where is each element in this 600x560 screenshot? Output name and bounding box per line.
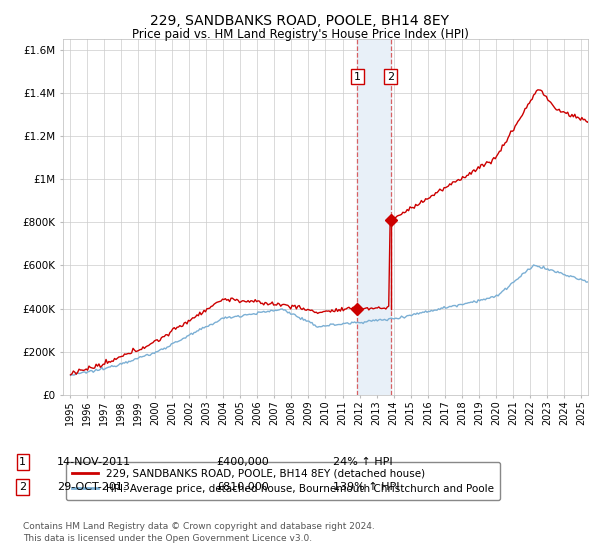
Text: £400,000: £400,000 [216, 457, 269, 467]
Text: 14-NOV-2011: 14-NOV-2011 [57, 457, 131, 467]
Text: 1: 1 [19, 457, 26, 467]
Text: 229, SANDBANKS ROAD, POOLE, BH14 8EY: 229, SANDBANKS ROAD, POOLE, BH14 8EY [151, 14, 449, 28]
Text: 2: 2 [387, 72, 394, 82]
Text: 24% ↑ HPI: 24% ↑ HPI [333, 457, 392, 467]
Legend: 229, SANDBANKS ROAD, POOLE, BH14 8EY (detached house), HPI: Average price, detac: 229, SANDBANKS ROAD, POOLE, BH14 8EY (de… [65, 462, 500, 500]
Text: 1: 1 [354, 72, 361, 82]
Text: Price paid vs. HM Land Registry's House Price Index (HPI): Price paid vs. HM Land Registry's House … [131, 28, 469, 41]
Text: 29-OCT-2013: 29-OCT-2013 [57, 482, 130, 492]
Bar [358, 39, 391, 395]
Text: 139% ↑ HPI: 139% ↑ HPI [333, 482, 400, 492]
Text: £810,000: £810,000 [216, 482, 269, 492]
Text: Contains HM Land Registry data © Crown copyright and database right 2024.
This d: Contains HM Land Registry data © Crown c… [23, 522, 374, 543]
Text: 2: 2 [19, 482, 26, 492]
